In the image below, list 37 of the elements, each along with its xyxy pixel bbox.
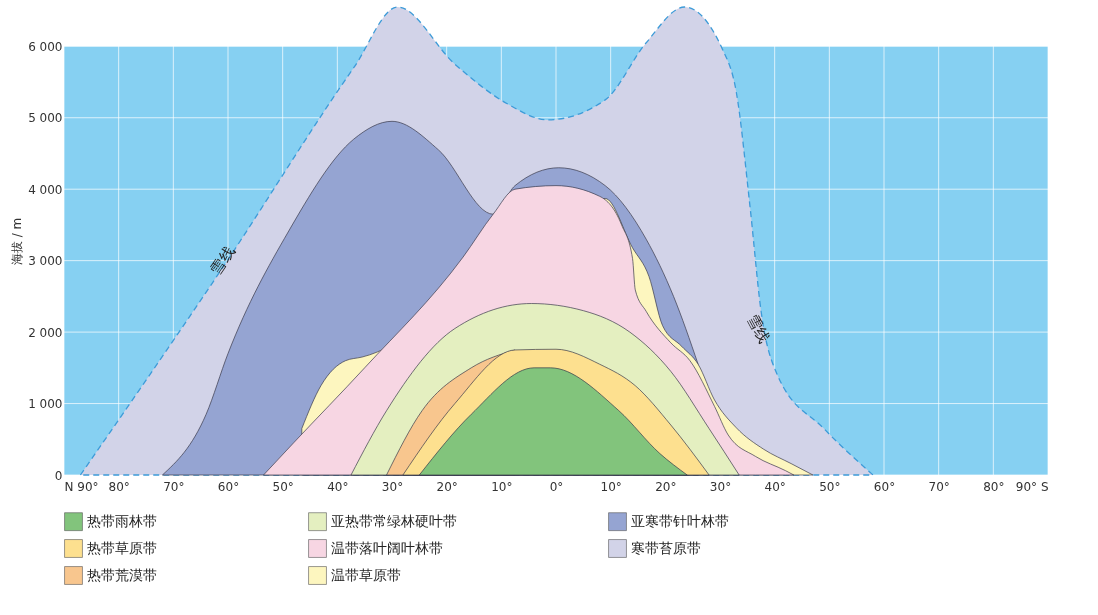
x-tick-label: 50° xyxy=(819,479,841,494)
x-tick-label: 40° xyxy=(764,479,786,494)
y-tick-label: 1 000 xyxy=(28,397,63,412)
x-tick-label: 0° xyxy=(549,479,564,494)
x-tick-label: 10° xyxy=(600,479,622,494)
x-tick-label: 50° xyxy=(272,479,294,494)
annotation: 雪线 xyxy=(206,243,239,279)
x-tick-label: 30° xyxy=(709,479,732,494)
y-tick-label: 0 xyxy=(54,468,63,483)
legend-label: 亚寒带针叶林带 xyxy=(631,512,729,529)
x-tick-label: 80° xyxy=(983,479,1005,494)
legend-label: 热带雨林带 xyxy=(87,512,157,529)
y-tick-label: 2 000 xyxy=(28,325,63,340)
x-tick-label: 40° xyxy=(327,479,349,494)
legend-label: 亚热带常绿林硬叶带 xyxy=(331,512,457,529)
y-axis-title: 海拔 / m xyxy=(10,217,25,266)
legend-label: 温带落叶阔叶林带 xyxy=(331,539,443,556)
legend-label: 热带荒漠带 xyxy=(87,566,157,583)
x-tick-label: 30° xyxy=(381,479,404,494)
x-tick-label: 20° xyxy=(655,479,677,494)
x-tick-label: 70° xyxy=(928,479,950,494)
legend-label: 温带草原带 xyxy=(331,566,401,583)
legend-label: 热带草原带 xyxy=(87,539,157,556)
y-tick-label: 4 000 xyxy=(28,182,63,197)
x-tick-label: 10° xyxy=(491,479,513,494)
x-tick-label: 60° xyxy=(873,479,896,494)
x-tick-label: N 90° xyxy=(64,479,99,494)
x-tick-label: 80° xyxy=(108,479,130,494)
annotation: 雪线 xyxy=(743,311,774,346)
x-tick-label: 20° xyxy=(436,479,458,494)
y-tick-label: 5 000 xyxy=(28,111,63,126)
x-tick-label: 60° xyxy=(217,479,240,494)
y-tick-label: 3 000 xyxy=(28,254,63,269)
x-tick-label: 90° S xyxy=(1015,479,1049,494)
legend-label: 寒带苔原带 xyxy=(631,539,701,556)
x-tick-label: 70° xyxy=(163,479,185,494)
y-tick-label: 6 000 xyxy=(28,39,63,54)
